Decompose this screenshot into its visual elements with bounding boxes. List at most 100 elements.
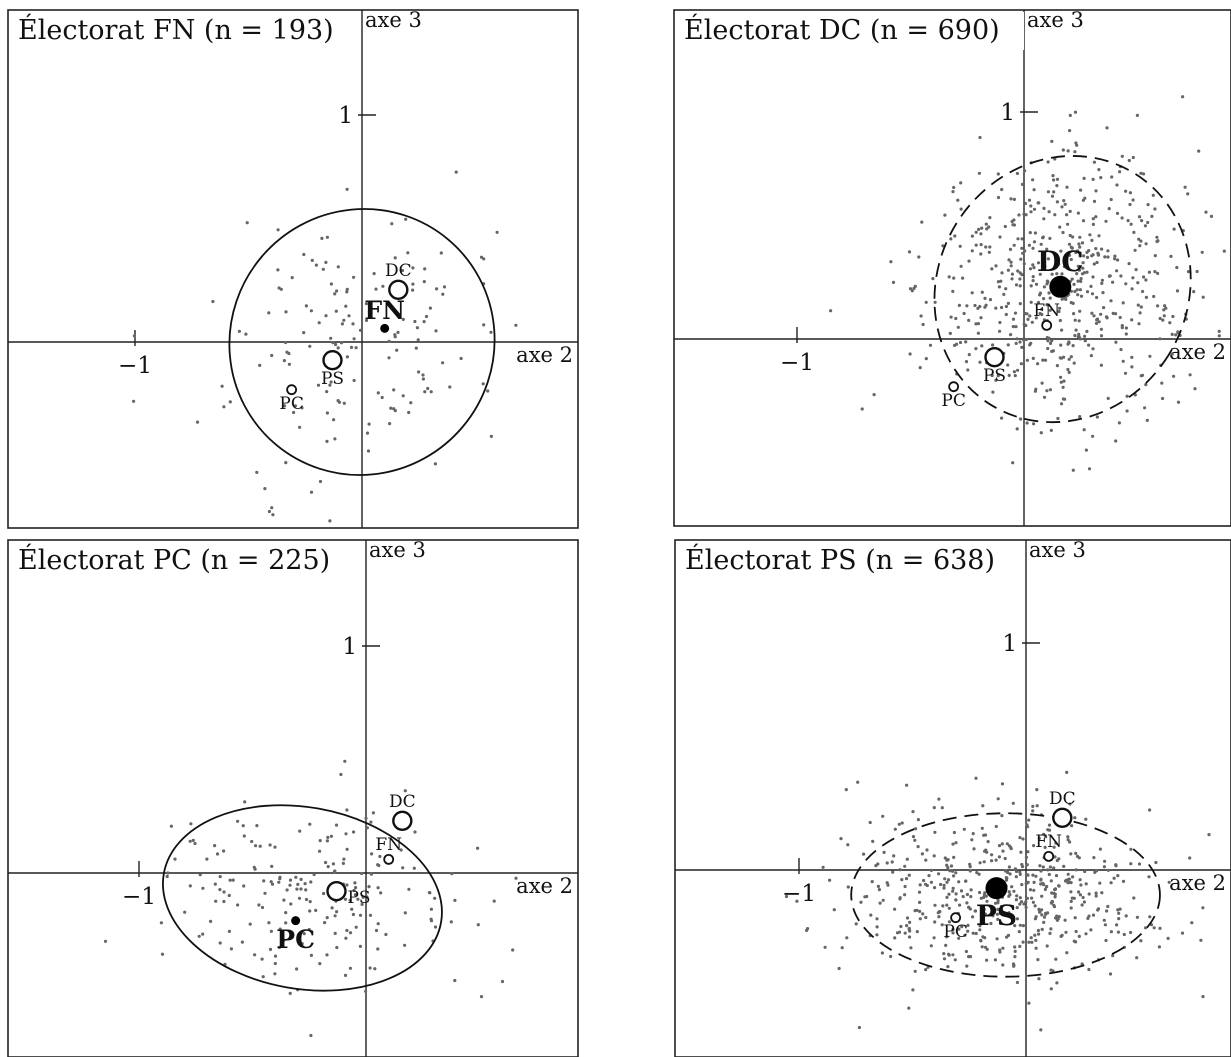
individual-point <box>1095 317 1100 321</box>
party-mean-point <box>948 381 960 393</box>
individual-point <box>1104 938 1108 943</box>
individual-point <box>336 346 340 350</box>
individual-point <box>964 340 968 344</box>
individual-point <box>970 249 974 253</box>
individual-point <box>1027 818 1031 822</box>
individual-point <box>287 351 291 356</box>
individual-point <box>1055 184 1059 188</box>
individual-point <box>378 854 382 859</box>
individual-point <box>1137 862 1142 866</box>
individual-point <box>924 968 928 972</box>
title-backing <box>10 542 358 580</box>
individual-point <box>875 925 879 929</box>
individual-point <box>222 405 226 409</box>
individual-point <box>328 519 332 523</box>
individual-point <box>1069 301 1073 305</box>
individual-point <box>1032 188 1036 192</box>
individual-point <box>1054 841 1058 845</box>
individual-point <box>1021 940 1025 944</box>
individual-point <box>1201 295 1205 299</box>
y-tick-label: 1 <box>342 634 357 660</box>
individual-point <box>1055 200 1059 204</box>
individual-point <box>413 830 417 834</box>
individual-point <box>915 930 919 934</box>
individual-point <box>1010 272 1015 276</box>
individual-point <box>1217 334 1221 338</box>
individual-point <box>270 353 274 358</box>
individual-point <box>1027 243 1031 247</box>
individual-point <box>984 894 988 898</box>
individual-point <box>1031 356 1035 360</box>
individual-point <box>1004 869 1008 873</box>
individual-point <box>1038 272 1042 276</box>
individual-point <box>1111 954 1115 958</box>
individual-point <box>345 883 349 887</box>
individual-point <box>1007 890 1011 894</box>
panel-title: Électorat FN (n = 193) <box>18 13 334 46</box>
individual-point <box>387 356 391 360</box>
individual-point <box>253 867 257 871</box>
individual-point <box>1162 308 1166 312</box>
individual-point <box>1100 281 1104 285</box>
individual-point <box>1031 246 1035 250</box>
individual-point <box>924 858 928 862</box>
individual-point <box>881 898 885 902</box>
individual-point <box>895 931 900 935</box>
individual-point <box>982 860 986 864</box>
individual-point <box>991 390 995 394</box>
individual-point <box>269 929 273 933</box>
individual-point <box>1083 339 1087 343</box>
individual-point <box>396 330 400 334</box>
individual-point <box>1188 373 1192 377</box>
individual-point <box>974 243 978 247</box>
individual-point <box>403 911 407 915</box>
individual-point <box>1061 148 1065 152</box>
individual-point <box>1103 255 1107 259</box>
individual-point <box>1073 110 1078 114</box>
individual-point <box>329 282 333 286</box>
individual-point <box>421 373 425 377</box>
individual-point <box>1058 225 1062 229</box>
individual-point <box>946 858 950 862</box>
individual-point <box>1004 878 1009 882</box>
individual-point <box>263 487 267 491</box>
individual-point <box>1089 354 1093 358</box>
individual-point <box>367 885 371 889</box>
individual-point <box>980 921 984 925</box>
individual-point <box>165 874 169 879</box>
individual-point <box>1074 250 1078 255</box>
individual-point <box>1087 967 1091 972</box>
individual-point <box>1013 955 1017 959</box>
individual-point <box>839 837 843 841</box>
individual-point <box>1046 160 1050 164</box>
individual-point <box>248 922 252 926</box>
individual-point <box>996 797 1000 801</box>
individual-point <box>395 348 399 352</box>
individual-point <box>422 320 426 324</box>
individual-point <box>309 309 313 313</box>
individual-point <box>1123 371 1128 375</box>
individual-point <box>961 895 965 899</box>
individual-point <box>1073 289 1077 294</box>
individual-point <box>854 922 858 926</box>
individual-point <box>1140 373 1145 377</box>
individual-point <box>951 886 955 890</box>
individual-point <box>1108 972 1113 976</box>
individual-point <box>1066 835 1070 839</box>
individual-point <box>943 877 947 881</box>
individual-point <box>369 872 373 876</box>
individual-point <box>959 207 963 211</box>
individual-point <box>1114 863 1118 867</box>
individual-point <box>1135 113 1139 117</box>
individual-point <box>954 316 958 321</box>
individual-point <box>1073 816 1077 820</box>
individual-point <box>983 945 988 949</box>
individual-point <box>312 872 316 877</box>
individual-point <box>414 346 418 350</box>
individual-point <box>1116 930 1120 934</box>
individual-point <box>314 263 318 267</box>
individual-point <box>1077 934 1081 939</box>
individual-point <box>417 370 421 374</box>
individual-point <box>885 881 889 885</box>
individual-point <box>1028 267 1033 271</box>
